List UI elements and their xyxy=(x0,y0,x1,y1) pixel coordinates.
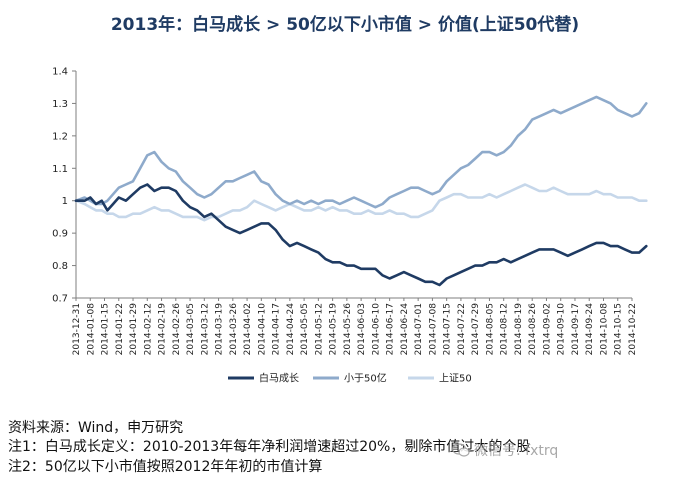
y-tick-label: 1.4 xyxy=(52,67,68,78)
x-tick-label: 2014-08-12 xyxy=(500,303,510,355)
legend: 白马成长 小于50亿 上证50 xyxy=(228,372,472,385)
x-tick-label: 2013-12-31 xyxy=(72,303,82,355)
y-tick-label: 1.1 xyxy=(52,164,68,175)
x-tick-label: 2014-01-22 xyxy=(115,303,125,355)
legend-label-2: 上证50 xyxy=(439,373,472,385)
wechat-icon xyxy=(452,443,470,457)
note-2: 注2：50亿以下小市值按照2012年年初的市值计算 xyxy=(8,459,323,475)
x-tick-label: 2014-08-19 xyxy=(514,303,524,356)
x-axis: 2013-12-31 2014-01-08 2014-01-15 2014-01-22… xyxy=(72,297,638,356)
y-tick-label: 0.7 xyxy=(52,294,68,305)
x-tick-label: 2014-07-15 xyxy=(443,303,453,355)
y-tick-label: 1 xyxy=(62,196,68,207)
x-tick-label: 2014-04-02 xyxy=(243,303,253,355)
watermark-text: 微信号: fxtrq xyxy=(474,443,559,459)
x-tick-label: 2014-07-29 xyxy=(471,303,481,356)
x-tick-label: 2014-06-03 xyxy=(357,303,367,355)
x-tick-label: 2014-04-10 xyxy=(257,303,267,356)
x-tick-label: 2014-09-17 xyxy=(571,303,581,355)
plot-area xyxy=(74,95,648,287)
x-tick-label: 2014-08-05 xyxy=(485,303,495,355)
x-tick-label: 2014-03-05 xyxy=(186,303,196,355)
x-tick-label: 2014-08-26 xyxy=(528,303,538,356)
x-tick-label: 2014-06-24 xyxy=(400,303,410,356)
x-tick-label: 2014-05-19 xyxy=(329,303,339,356)
x-tick-label: 2014-01-08 xyxy=(86,303,96,356)
x-tick-label: 2014-03-26 xyxy=(229,303,239,356)
y-tick-label: 0.9 xyxy=(52,229,68,240)
y-tick-label: 1.2 xyxy=(52,131,68,142)
x-tick-label: 2014-07-22 xyxy=(457,303,467,355)
x-tick-label: 2014-06-10 xyxy=(371,303,381,356)
x-tick-label: 2014-06-17 xyxy=(386,303,396,355)
x-tick-label: 2014-02-19 xyxy=(158,303,168,356)
x-tick-label: 2014-03-12 xyxy=(200,303,210,355)
x-tick-label: 2014-02-12 xyxy=(143,303,153,355)
x-tick-label: 2014-10-22 xyxy=(628,303,638,355)
x-tick-label: 2014-10-15 xyxy=(614,303,624,355)
x-tick-label: 2014-03-19 xyxy=(215,303,225,356)
x-tick-label: 2014-07-01 xyxy=(414,303,424,355)
x-tick-label: 2014-01-29 xyxy=(129,303,139,356)
x-tick-label: 2014-04-17 xyxy=(272,303,282,355)
x-tick-label: 2014-01-15 xyxy=(101,303,111,355)
x-tick-label: 2014-05-05 xyxy=(300,303,310,355)
note-1: 注1：白马成长定义：2010-2013年每年净利润增速超过20%，剔除市值过大的… xyxy=(8,439,531,455)
series-line-0 xyxy=(74,183,648,287)
x-tick-label: 2014-09-24 xyxy=(585,303,595,356)
x-tick-label: 2014-04-24 xyxy=(286,303,296,356)
series-line-1 xyxy=(74,95,648,209)
legend-label-0: 白马成长 xyxy=(259,372,299,385)
x-tick-label: 2014-02-26 xyxy=(172,303,182,356)
chart-title: 2013年：白马成长 > 50亿以下小市值 > 价值(上证50代替) xyxy=(110,15,580,35)
x-tick-label: 2014-10-08 xyxy=(599,303,609,356)
x-tick-label: 2014-07-08 xyxy=(428,303,438,356)
x-tick-label: 2014-05-26 xyxy=(343,303,353,356)
watermark: 微信号: fxtrq xyxy=(452,440,558,460)
x-tick-label: 2014-05-12 xyxy=(314,303,324,355)
x-tick-label: 2014-09-02 xyxy=(542,303,552,355)
y-tick-label: 0.8 xyxy=(52,261,68,272)
legend-label-1: 小于50亿 xyxy=(344,372,387,385)
y-axis: 0.7 0.8 0.9 1 1.1 1.2 1.3 1.4 xyxy=(52,67,77,305)
x-tick-label: 2014-09-10 xyxy=(557,303,567,356)
y-tick-label: 1.3 xyxy=(52,99,68,110)
source-note: 资料来源：Wind，申万研究 xyxy=(8,420,184,436)
series-line-2 xyxy=(74,183,648,222)
line-chart: 0.7 0.8 0.9 1 1.1 1.2 1.3 1.4 2013-12-31 2014-01… xyxy=(52,67,648,385)
